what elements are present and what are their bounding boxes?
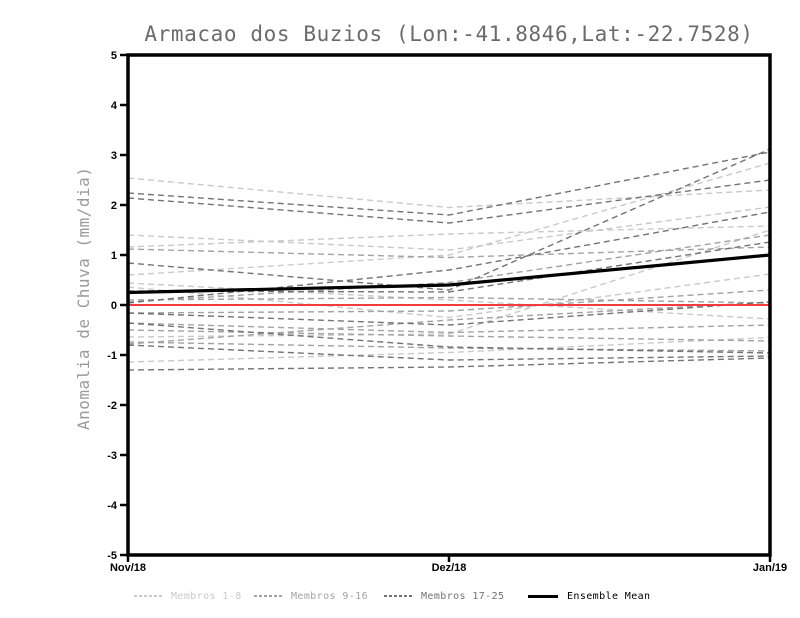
y-tick-label: -4 <box>107 500 118 512</box>
member-line <box>127 225 771 248</box>
member-line <box>127 246 771 259</box>
member-line <box>127 282 771 320</box>
x-tick-label: Jan/19 <box>753 562 787 574</box>
chart-title: Armacao dos Buzios (Lon:-41.8846,Lat:-22… <box>144 22 754 46</box>
member-line <box>127 289 771 314</box>
ensemble-mean-line <box>127 253 771 295</box>
member-line <box>127 273 771 319</box>
member-line <box>127 241 771 293</box>
y-tick-label: 4 <box>111 100 118 112</box>
legend-item-ensemble-mean: Ensemble Mean <box>528 589 650 603</box>
legend-item-membros-17-25: Membros 17-25 <box>384 589 504 603</box>
legend: Membros 1-8 Membros 9-16 Membros 17-25 E… <box>0 589 800 607</box>
y-tick-label: -2 <box>107 400 117 412</box>
member-line <box>127 179 771 224</box>
legend-label: Membros 17-25 <box>421 590 505 602</box>
y-tick-label: 0 <box>111 300 117 312</box>
member-line <box>127 301 771 345</box>
legend-dash-sample <box>384 595 412 597</box>
x-tick-label: Nov/18 <box>110 562 146 574</box>
legend-line-sample <box>528 594 558 598</box>
member-line <box>127 296 771 304</box>
legend-label: Membros 1-8 <box>171 590 242 602</box>
legend-item-membros-9-16: Membros 9-16 <box>254 589 368 603</box>
legend-item-membros-1-8: Membros 1-8 <box>134 589 242 603</box>
member-line <box>127 301 771 326</box>
member-line <box>127 336 771 363</box>
legend-dash-sample <box>134 595 162 597</box>
legend-label: Ensemble Mean <box>567 590 651 602</box>
member-line <box>127 234 771 303</box>
legend-label: Membros 9-16 <box>291 590 369 602</box>
member-line <box>127 211 771 304</box>
member-line <box>127 322 771 334</box>
member-line <box>127 206 771 251</box>
legend-dash-sample <box>254 595 282 597</box>
y-tick-label: 1 <box>111 250 117 262</box>
member-line <box>127 357 771 371</box>
y-tick-label: -5 <box>107 550 117 562</box>
member-line <box>127 151 771 216</box>
y-tick-label: 5 <box>111 50 117 62</box>
member-line <box>127 329 771 342</box>
member-line <box>127 341 771 352</box>
member-line <box>127 177 771 209</box>
member-line <box>127 162 771 276</box>
member-line <box>127 148 771 291</box>
y-tick-label: 2 <box>111 200 117 212</box>
member-line <box>127 344 771 361</box>
x-tick-label: Dez/18 <box>432 562 467 574</box>
member-line <box>127 322 771 354</box>
y-tick-label: -3 <box>107 450 117 462</box>
y-tick-label: -1 <box>107 350 117 362</box>
y-tick-label: 3 <box>111 150 117 162</box>
